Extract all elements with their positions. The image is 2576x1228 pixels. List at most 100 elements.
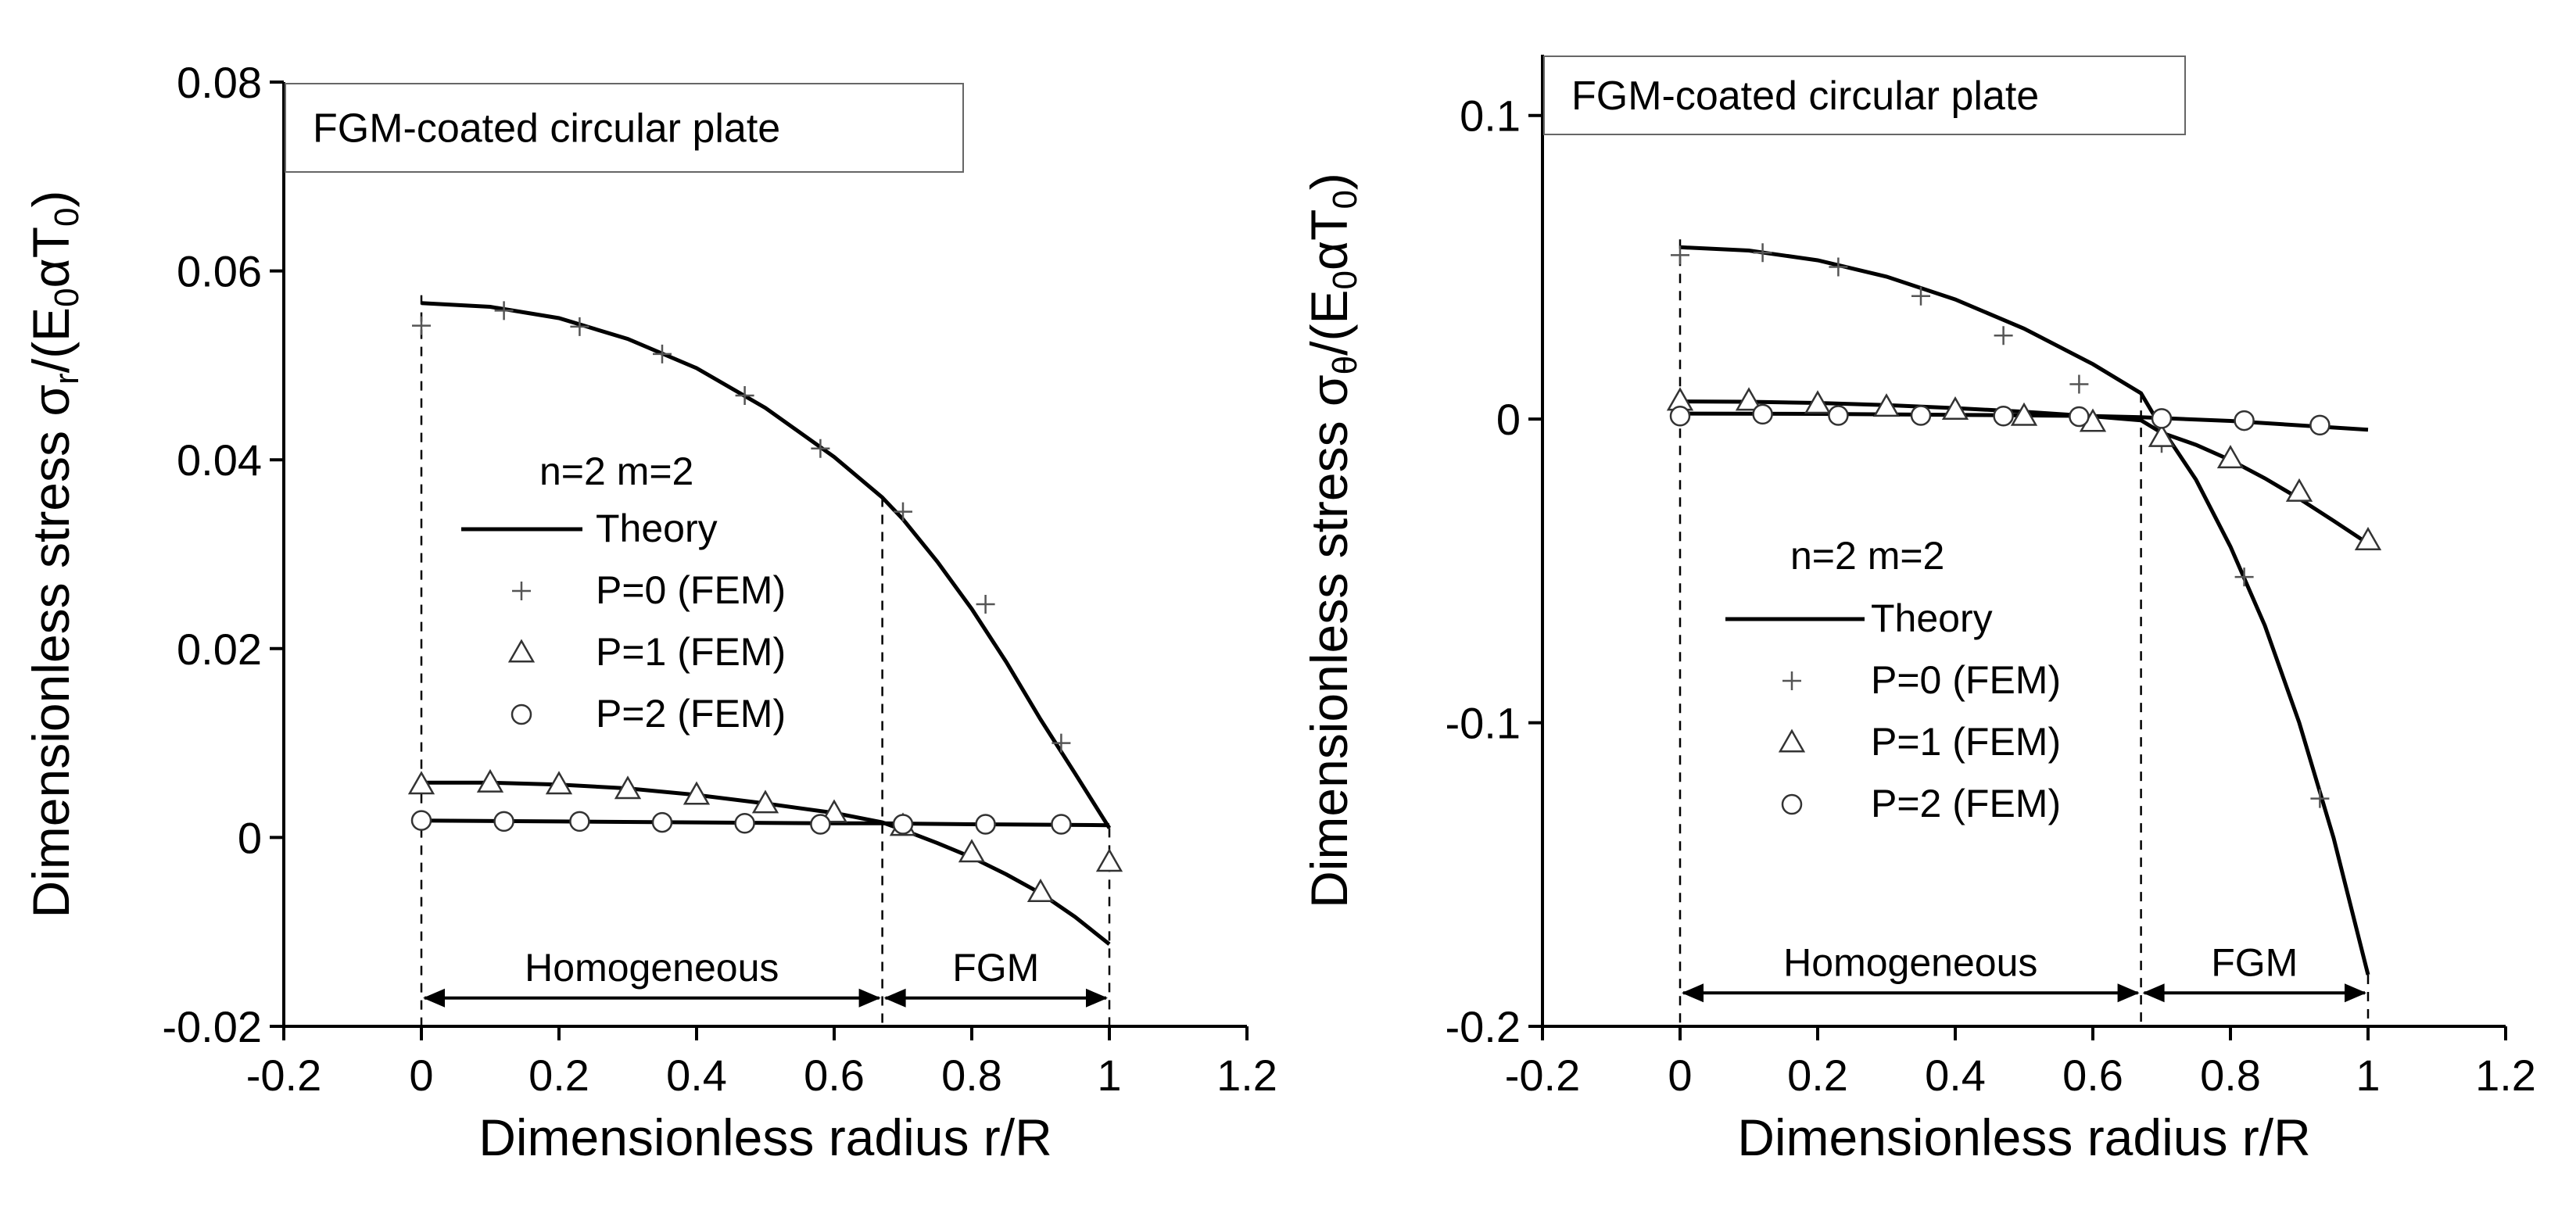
fem-point-plus bbox=[570, 317, 589, 336]
fem-point-triangle bbox=[751, 789, 779, 814]
x-tick-label: -0.2 bbox=[246, 1051, 322, 1100]
y-axis-title-part: /(E bbox=[22, 307, 80, 373]
title-box bbox=[285, 83, 964, 173]
y-tick-label: -0.2 bbox=[1446, 1002, 1521, 1051]
fem-point-circle bbox=[1910, 405, 1932, 426]
legend-header: n=2 m=2 bbox=[1790, 534, 1944, 578]
legend-entry-label: P=1 (FEM) bbox=[596, 630, 786, 674]
chart-radial-stress: -0.02 0 0.02 0.04 0.06 0.08 -0.2 0 0.2 0.4 0.6 0.8 1… bbox=[22, 58, 1277, 1166]
fem-point-plus bbox=[1911, 286, 1930, 306]
fem-point-triangle bbox=[2354, 526, 2382, 550]
chart-title: FGM-coated circular plate bbox=[313, 106, 780, 152]
fem-point-circle bbox=[2234, 410, 2255, 431]
x-tick-label: 1.2 bbox=[2475, 1051, 2536, 1100]
fem-point-plus bbox=[2310, 789, 2330, 808]
fem-point-plus bbox=[1052, 733, 1071, 753]
legend-entry-label: P=2 (FEM) bbox=[1871, 782, 2061, 825]
x-tick-label: 0 bbox=[409, 1051, 433, 1100]
region-label: Homogeneous bbox=[1783, 940, 2037, 984]
region-label: Homogeneous bbox=[525, 946, 779, 990]
y-axis-title-part: Dimensionless stress bbox=[1300, 406, 1358, 908]
y-axis-title-part: ) bbox=[22, 190, 80, 207]
fem-point-triangle bbox=[820, 799, 848, 823]
y-axis-title-subscript: 0 bbox=[48, 288, 86, 306]
fem-point-plus bbox=[1753, 243, 1772, 263]
legend-marker-plus bbox=[512, 582, 531, 600]
y-axis-title-part: Dimensionless stress bbox=[22, 417, 80, 918]
fem-point-circle bbox=[2069, 406, 2090, 428]
region-arrowhead-left bbox=[883, 988, 906, 1008]
y-tick-label: 0.04 bbox=[177, 435, 262, 485]
x-tick-label: 0.2 bbox=[1787, 1051, 1848, 1100]
y-axis-title-subscript: 0 bbox=[1326, 270, 1364, 289]
y-axis-title-part: αT bbox=[1300, 209, 1358, 270]
fem-point-circle bbox=[1051, 814, 1072, 835]
region-arrowhead-left bbox=[423, 988, 445, 1008]
fem-point-circle bbox=[1752, 403, 1773, 425]
fem-point-plus bbox=[735, 386, 754, 406]
y-tick-label: 0.1 bbox=[1460, 91, 1521, 141]
region-arrowhead-left bbox=[2142, 983, 2165, 1003]
legend-entry-label: P=2 (FEM) bbox=[596, 692, 786, 736]
fem-point-triangle bbox=[614, 775, 642, 800]
theory-curve-p0 bbox=[1679, 245, 2370, 976]
legend-marker-circle bbox=[511, 704, 532, 725]
y-axis-title-part: ) bbox=[1300, 173, 1358, 190]
x-tick-label: 0.6 bbox=[2062, 1051, 2123, 1100]
fem-point-plus bbox=[976, 595, 995, 614]
y-tick-label: 0 bbox=[238, 813, 262, 862]
y-tick-label: -0.02 bbox=[162, 1002, 262, 1051]
chart-hoop-stress: -0.2 -0.1 0 0.1 -0.2 0 0.2 0.4 0.6 0.8 1 1.2 Dimensi… bbox=[1300, 55, 2536, 1166]
x-tick-label: 0.8 bbox=[941, 1051, 1002, 1100]
fem-point-triangle bbox=[2216, 445, 2245, 469]
fem-point-plus bbox=[1829, 257, 1848, 277]
fem-point-circle bbox=[410, 810, 432, 831]
theory-curve-p0 bbox=[421, 301, 1112, 829]
chart-title: FGM-coated circular plate bbox=[1571, 73, 2039, 119]
fem-point-circle bbox=[1669, 405, 1691, 427]
x-tick-label: -0.2 bbox=[1505, 1051, 1581, 1100]
y-axis-title-subscript: θ bbox=[1326, 356, 1364, 374]
x-tick-label: 1 bbox=[2356, 1051, 2380, 1100]
fem-point-triangle bbox=[2148, 423, 2176, 447]
theory-curve-p1 bbox=[1679, 399, 2370, 546]
y-axis-title-subscript: 0 bbox=[48, 207, 86, 226]
legend-marker-circle bbox=[1781, 793, 1803, 815]
fem-point-plus bbox=[1671, 245, 1689, 265]
fem-point-circle bbox=[2309, 414, 2331, 436]
fem-point-circle bbox=[651, 811, 673, 833]
fem-point-plus bbox=[1994, 326, 2013, 345]
y-tick-label: 0.02 bbox=[177, 625, 262, 674]
y-axis-title-part: αT bbox=[22, 227, 80, 288]
y-axis-title: Dimensionless stress σθ/(E0αT0) bbox=[1300, 173, 1364, 908]
fem-point-triangle bbox=[1026, 878, 1055, 902]
legend-marker-plus bbox=[1782, 671, 1801, 690]
y-axis-title-subscript: r bbox=[48, 373, 86, 385]
y-tick-label: 0.08 bbox=[177, 58, 262, 107]
legend-marker-triangle bbox=[507, 639, 536, 663]
x-tick-label: 0.8 bbox=[2200, 1051, 2261, 1100]
fem-point-triangle bbox=[683, 781, 711, 805]
region-arrowhead-right bbox=[858, 988, 881, 1008]
theory-curve-p2 bbox=[421, 818, 1110, 828]
x-tick-label: 1 bbox=[1097, 1051, 1121, 1100]
fem-point-triangle bbox=[2010, 402, 2038, 426]
y-axis-title-part: /(E bbox=[1300, 290, 1358, 356]
fem-point-triangle bbox=[1095, 848, 1123, 872]
fem-point-triangle bbox=[1804, 390, 1832, 414]
fem-point-circle bbox=[1828, 405, 1849, 426]
x-axis-title: Dimensionless radius r/R bbox=[1737, 1108, 2311, 1166]
fem-point-circle bbox=[569, 811, 590, 832]
y-axis-title-subscript: 0 bbox=[1326, 190, 1364, 209]
fem-point-circle bbox=[810, 814, 831, 835]
x-tick-label: 1.2 bbox=[1216, 1051, 1277, 1100]
fem-point-plus bbox=[894, 502, 912, 521]
y-tick-label: 0 bbox=[1496, 395, 1521, 444]
legend-header: n=2 m=2 bbox=[539, 449, 693, 493]
region-label: FGM bbox=[952, 946, 1039, 990]
region-label: FGM bbox=[2211, 940, 2298, 984]
fem-point-circle bbox=[892, 814, 914, 835]
x-tick-label: 0.2 bbox=[528, 1051, 589, 1100]
